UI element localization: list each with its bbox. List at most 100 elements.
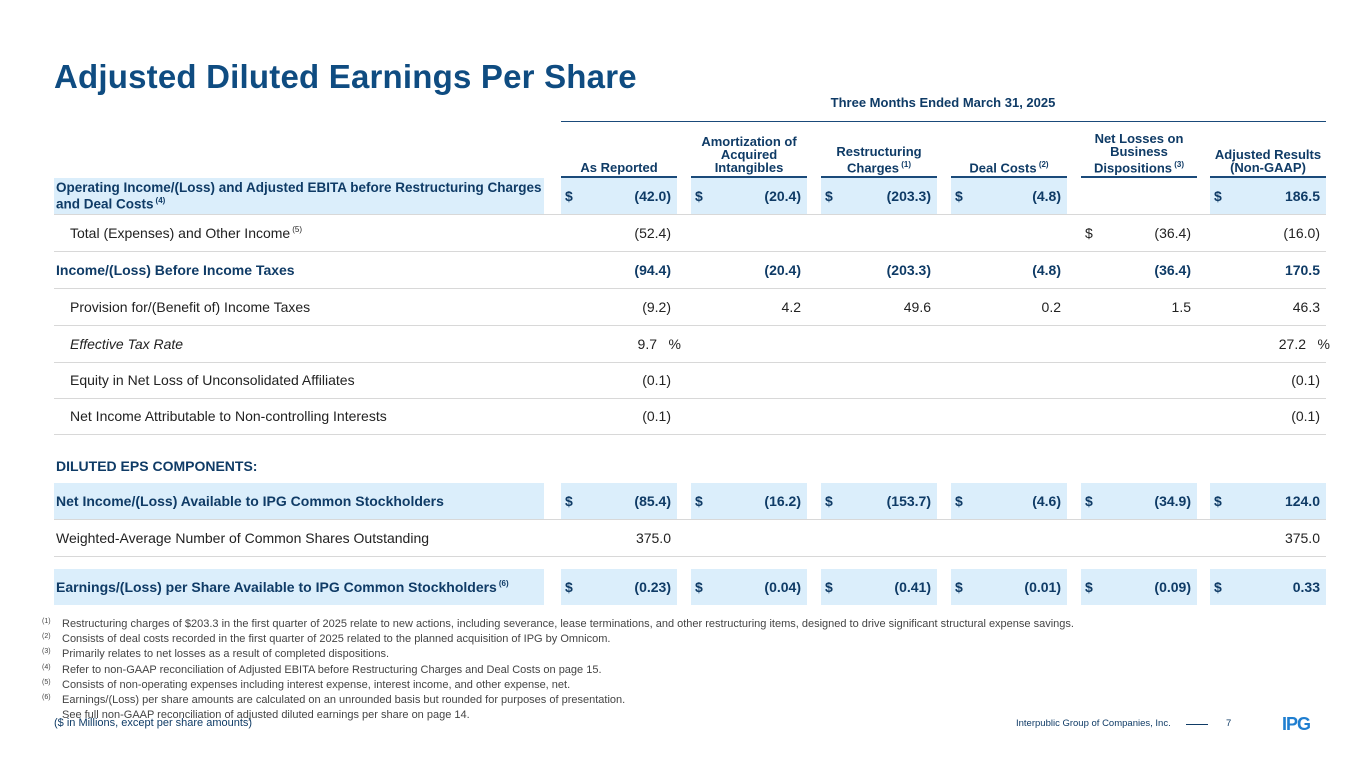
table-cell: 170.5 [1210,252,1326,288]
table-cell [1081,178,1197,214]
row-label: Provision for/(Benefit of) Income Taxes [54,289,544,325]
column-header-1: As Reported [561,124,677,178]
table-cell [691,520,807,556]
table-cell: (16.0) [1210,215,1326,251]
footnote-number: (1) [42,618,51,625]
row-footnote-ref: (5) [292,225,303,235]
cell-value: (0.09) [1154,579,1191,595]
cell-value: (0.41) [894,579,931,595]
currency-symbol: $ [955,579,963,595]
currency-symbol: $ [955,188,963,204]
table-cell: (203.3) [821,252,937,288]
table-cell: (0.1) [1210,398,1326,434]
footnote-number: (4) [42,663,51,671]
percent-sign: % [668,336,681,352]
cell-value: (42.0) [634,188,671,204]
footnote: (3) Primarily relates to net losses as a … [42,647,1074,662]
table-cell: 49.6 [821,289,937,325]
table-cell [951,362,1067,398]
table-cell: $ (203.3) [821,178,937,214]
table-cell: $ (4.6) [951,483,1067,519]
table-cell: $124.0 [1210,483,1326,519]
table-cell: 0.2 [951,289,1067,325]
cell-value: (20.4) [764,262,801,278]
table-cell: 375.0 [1210,520,1326,556]
cell-value: 4.2 [781,299,801,315]
column-header-label: Deal Costs (2) [969,159,1049,175]
table-cell: (4.8) [951,252,1067,288]
footnote: (4) Refer to non-GAAP reconciliation of A… [42,663,1074,678]
table-cell: 4.2 [691,289,807,325]
cell-value: (4.8) [1032,262,1061,278]
cell-value: 1.5 [1171,299,1191,315]
currency-symbol: $ [1214,579,1222,595]
cell-value: (203.3) [886,188,931,204]
row-footnote-ref: (4) [155,196,166,206]
column-header-2: Amortization of Acquired Intangibles [691,124,807,178]
table-cell: $ (0.23) [561,569,677,605]
row-label-text: Net Income Attributable to Non-controlli… [70,408,387,424]
cell-value: 9.7 [637,336,657,352]
table-cell [691,215,807,251]
currency-symbol: $ [565,579,573,595]
cell-value: (52.4) [634,225,671,241]
cell-value: 186.5 [1284,188,1320,204]
cell-value: (0.23) [634,579,671,595]
logo-text: IPG [1282,714,1310,732]
column-header-6: Adjusted Results (Non-GAAP) [1210,124,1326,178]
table-row: Income/(Loss) Before Income Taxes (94.4) (… [54,252,1326,289]
row-label-text: Earnings/(Loss) per Share Available to I… [56,579,509,595]
table-cell: (36.4) [1081,252,1197,288]
table-cell: (0.1) [1210,362,1326,398]
footnote-number: (5) [42,678,51,686]
table-cell: (94.4) [561,252,677,288]
table-cell [951,215,1067,251]
cell-value: (20.4) [764,188,801,204]
ipg-logo: IPG [1282,714,1311,732]
cell-value: 27.2 [1278,336,1306,352]
footnote-text: Primarily relates to net losses as a res… [62,648,390,661]
cell-value: (16.0) [1283,225,1320,241]
period-underline [561,121,1326,122]
cell-value: (153.7) [886,493,931,509]
row-label: Effective Tax Rate [54,326,544,362]
table-cell [691,362,807,398]
cell-value: 375.0 [1284,530,1320,546]
cell-value: (9.2) [642,299,671,315]
column-header-footnote-ref: (1) [899,159,912,169]
cell-value: (0.1) [642,372,671,388]
table-cell: $ (0.01) [951,569,1067,605]
row-label-text: Provision for/(Benefit of) Income Taxes [70,299,311,315]
table-cell: $ (85.4) [561,483,677,519]
currency-symbol: $ [825,188,833,204]
cell-value: (34.9) [1154,493,1191,509]
table-cell: $ (36.4) [1081,215,1197,251]
table-row: Provision for/(Benefit of) Income Taxes (… [54,289,1326,326]
footnote: (2) Consists of deal costs recorded in th… [42,632,1074,647]
column-header-label: Net Losses on Business Dispositions (3) [1093,130,1184,175]
column-header-label: Restructuring Charges (1) [836,143,922,175]
table-row: Weighted-Average Number of Common Shares… [54,520,1326,557]
table-cell [1081,520,1197,556]
table-cell [821,398,937,434]
page-title: Adjusted Diluted Earnings Per Share [54,58,637,95]
table-cell: 375.0 [561,520,677,556]
footnote-number: (2) [42,633,51,641]
footer-divider [1186,724,1208,725]
row-label: Operating Income/(Loss) and Adjusted EBI… [54,178,544,214]
row-label-text: Total (Expenses) and Other Income (5) [70,225,303,241]
cell-value: 46.3 [1292,299,1320,315]
column-header-4: Deal Costs (2) [951,124,1067,178]
row-label-text: Effective Tax Rate [70,336,184,352]
units-note: ($ in Millions, except per share amounts… [54,717,253,729]
table-row: Operating Income/(Loss) and Adjusted EBI… [54,178,1326,215]
row-label-text: Income/(Loss) Before Income Taxes [56,262,295,278]
table-cell: 46.3 [1210,289,1326,325]
column-header-footnote-ref: (3) [1172,159,1184,169]
column-header-label: Amortization of Acquired Intangibles [701,134,797,175]
cell-value: (16.2) [764,493,801,509]
column-header-5: Net Losses on Business Dispositions (3) [1081,124,1197,178]
row-label: Net Income/(Loss) Available to IPG Commo… [54,483,544,519]
currency-symbol: $ [1085,225,1093,241]
footnote-text: Earnings/(Loss) per share amounts are ca… [62,694,626,707]
